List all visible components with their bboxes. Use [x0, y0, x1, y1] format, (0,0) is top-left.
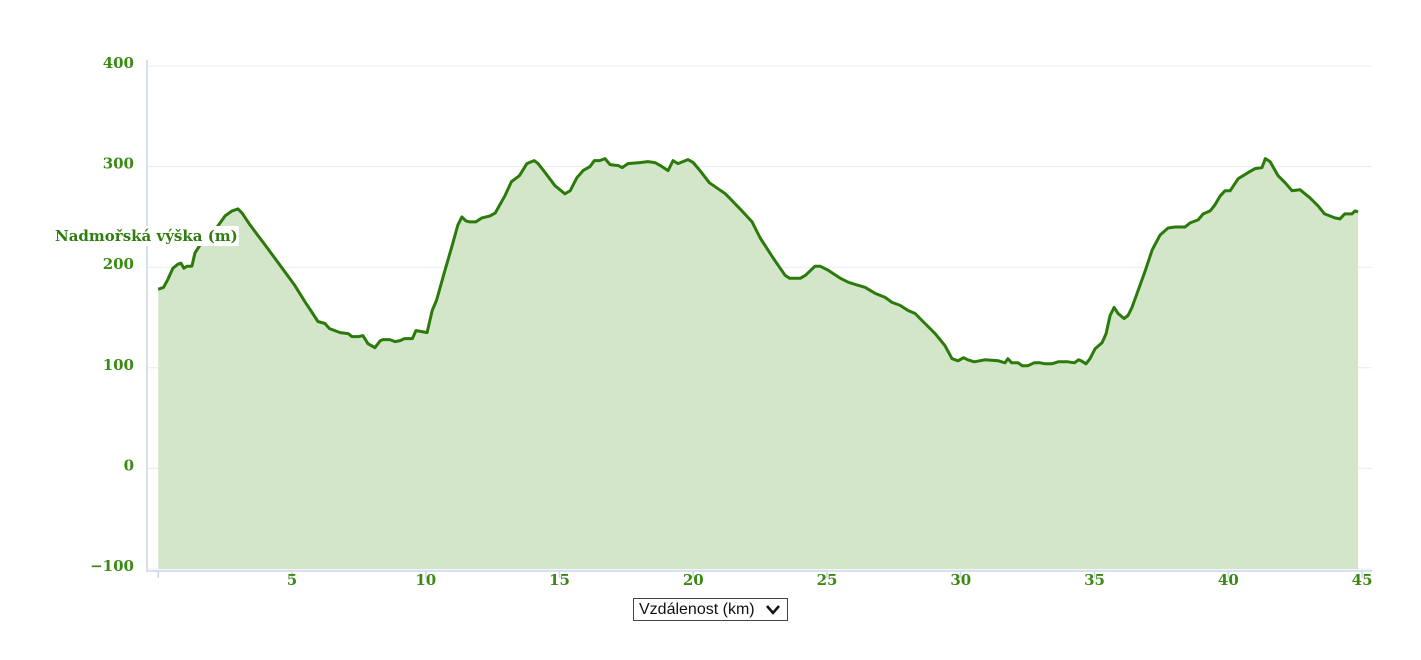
y-tick-label: 200 — [103, 255, 134, 273]
y-tick-label: 300 — [103, 155, 134, 173]
y-tick-label: 0 — [124, 456, 134, 474]
y-tick-label: −100 — [90, 557, 134, 575]
y-axis-title: Nadmořská výška (m) — [55, 227, 238, 245]
x-tick-label: 30 — [950, 571, 971, 589]
x-tick-label: 25 — [817, 571, 838, 589]
x-tick-label: 10 — [415, 571, 436, 589]
y-label-background — [54, 226, 239, 246]
y-tick-label: 400 — [103, 54, 134, 72]
x-tick-label: 45 — [1352, 571, 1373, 589]
y-tick-label: 100 — [103, 356, 134, 374]
x-axis-label: Vzdálenost (km) — [639, 600, 755, 618]
x-tick-label: 15 — [549, 571, 570, 589]
x-axis-selector[interactable]: Vzdálenost (km) — [633, 598, 788, 621]
x-tick-label: 20 — [683, 571, 704, 589]
x-tick-label: 35 — [1084, 571, 1105, 589]
chevron-icon — [766, 605, 780, 615]
x-tick-label: 40 — [1218, 571, 1239, 589]
elevation-area — [158, 158, 1359, 569]
elevation-line — [157, 157, 1359, 368]
x-tick-label: 5 — [287, 571, 297, 589]
